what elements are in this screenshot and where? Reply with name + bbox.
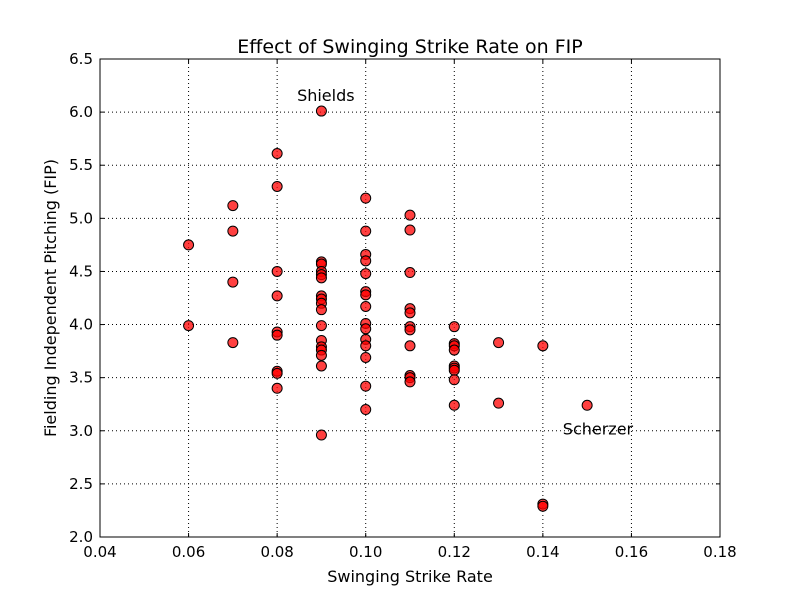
y-tick-label: 2.5 [69, 475, 93, 493]
data-point [537, 500, 549, 512]
y-tick-label: 5.0 [69, 209, 93, 227]
x-tick-labels: 0.04 0.06 0.08 0.10 0.12 0.14 0.16 0.18 [83, 543, 736, 561]
data-point [271, 148, 283, 160]
data-point [315, 429, 327, 441]
data-point [315, 320, 327, 332]
data-point [360, 192, 372, 204]
data-point [271, 367, 283, 379]
annotation-label: Scherzer [563, 420, 634, 439]
x-tick-label: 0.12 [438, 543, 471, 561]
y-tick-labels: 2.0 2.5 3.0 3.5 4.0 4.5 5.0 5.5 6.0 6.5 [69, 50, 93, 546]
data-point [448, 374, 460, 386]
data-point [360, 351, 372, 363]
data-point [493, 337, 505, 349]
data-point [271, 329, 283, 341]
y-axis-label: Fielding Independent Pitching (FIP) [41, 159, 60, 437]
data-point [360, 323, 372, 335]
plot-frame [99, 58, 721, 538]
data-point [448, 321, 460, 333]
data-point [360, 340, 372, 352]
data-point [315, 304, 327, 316]
data-point [315, 360, 327, 372]
data-point [315, 349, 327, 361]
data-point [448, 344, 460, 356]
x-tick-label: 0.08 [260, 543, 293, 561]
data-point [404, 307, 416, 319]
x-tick-label: 0.16 [615, 543, 648, 561]
tick-marks [99, 58, 721, 538]
data-point [360, 289, 372, 301]
y-tick-label: 2.0 [69, 528, 93, 546]
data-point [537, 340, 549, 352]
annotations: Shields Scherzer [297, 86, 633, 439]
data-point [227, 337, 239, 349]
data-point [404, 376, 416, 388]
data-point [360, 268, 372, 280]
data-point [360, 404, 372, 416]
y-tick-label: 3.5 [69, 369, 93, 387]
x-tick-label: 0.14 [526, 543, 559, 561]
data-point [360, 255, 372, 267]
data-point [360, 300, 372, 312]
data-point [183, 239, 195, 251]
data-point [227, 276, 239, 288]
data-point [404, 267, 416, 279]
data-point [360, 380, 372, 392]
data-points [183, 105, 593, 512]
x-tick-label: 0.04 [83, 543, 116, 561]
data-point [271, 265, 283, 277]
annotation-label: Shields [297, 86, 355, 105]
chart-title: Effect of Swinging Strike Rate on FIP [237, 36, 582, 58]
data-point [404, 224, 416, 236]
y-tick-label: 4.5 [69, 262, 93, 280]
x-tick-label: 0.06 [172, 543, 205, 561]
data-point [493, 397, 505, 409]
data-point [227, 225, 239, 237]
data-point [271, 382, 283, 394]
x-tick-label: 0.10 [349, 543, 382, 561]
data-point [315, 105, 327, 117]
data-point [183, 320, 195, 332]
data-point [360, 225, 372, 237]
data-point [448, 399, 460, 411]
data-point [404, 324, 416, 336]
y-tick-label: 6.5 [69, 50, 93, 68]
y-tick-label: 6.0 [69, 103, 93, 121]
x-axis-label: Swinging Strike Rate [327, 567, 493, 586]
plot-area-background [100, 59, 720, 537]
data-point [581, 399, 593, 411]
data-point [448, 364, 460, 376]
data-point [227, 200, 239, 212]
data-point [315, 272, 327, 284]
x-tick-label: 0.18 [703, 543, 736, 561]
y-tick-label: 5.5 [69, 156, 93, 174]
data-point [404, 209, 416, 221]
data-point [271, 290, 283, 302]
data-point [404, 340, 416, 352]
y-tick-label: 4.0 [69, 316, 93, 334]
data-point [271, 180, 283, 192]
y-tick-label: 3.0 [69, 422, 93, 440]
